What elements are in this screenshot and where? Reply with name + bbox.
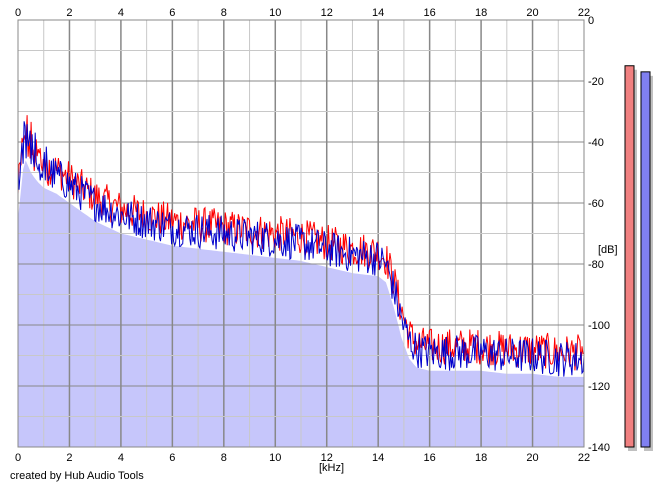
y-tick-label: -60: [588, 198, 604, 210]
x-tick-label-bottom: 6: [169, 452, 175, 464]
y-tick-label: -140: [588, 442, 610, 454]
y-tick-label: -40: [588, 137, 604, 149]
x-tick-label-top: 4: [118, 7, 124, 19]
x-tick-label-top: 2: [66, 7, 72, 19]
series-left-line: [17, 115, 585, 371]
x-tick-label-bottom: 18: [475, 452, 487, 464]
level-meters: [624, 65, 653, 451]
x-tick-label-bottom: 8: [221, 452, 227, 464]
series-right-line: [17, 121, 585, 377]
y-tick-label: 0: [588, 15, 594, 27]
x-tick-label-bottom: 16: [424, 452, 436, 464]
x-tick-label-top: 22: [578, 7, 590, 19]
x-tick-label-top: 14: [372, 7, 384, 19]
x-tick-label-bottom: 14: [372, 452, 384, 464]
level-meter-bar: [640, 71, 651, 448]
x-tick-labels-top: 0 2 4 6 8 10 12 14 16 18 20 22: [15, 7, 590, 19]
x-tick-label-bottom: 20: [526, 452, 538, 464]
x-tick-label-top: 10: [269, 7, 281, 19]
x-tick-label-bottom: 10: [269, 452, 281, 464]
plot-frame: [17, 19, 585, 448]
x-tick-label-bottom: 0: [15, 452, 21, 464]
x-axis-title: [kHz]: [319, 462, 344, 474]
x-tick-label-top: 6: [169, 7, 175, 19]
x-tick-label-top: 8: [221, 7, 227, 19]
x-tick-label-bottom: 12: [321, 452, 333, 464]
level-meter-bar: [624, 65, 635, 448]
y-axis-title: [dB]: [598, 244, 618, 256]
x-tick-label-top: 0: [15, 7, 21, 19]
y-tick-label: -20: [588, 76, 604, 88]
footer-credit: created by Hub Audio Tools: [10, 470, 144, 482]
x-tick-label-top: 20: [526, 7, 538, 19]
x-tick-label-top: 18: [475, 7, 487, 19]
y-tick-labels: 0 -20 -40 -60 -80 -100 -120 -140: [588, 15, 610, 454]
x-tick-label-bottom: 22: [578, 452, 590, 464]
x-tick-label-bottom: 4: [118, 452, 124, 464]
x-tick-label-top: 16: [424, 7, 436, 19]
x-tick-label-bottom: 2: [66, 452, 72, 464]
y-tick-label: -100: [588, 320, 610, 332]
x-tick-labels-bottom: 0 2 4 6 8 10 12 14 16 18 20 22: [15, 452, 590, 464]
x-tick-label-top: 12: [321, 7, 333, 19]
y-tick-label: -80: [588, 259, 604, 271]
y-tick-label: -120: [588, 381, 610, 393]
